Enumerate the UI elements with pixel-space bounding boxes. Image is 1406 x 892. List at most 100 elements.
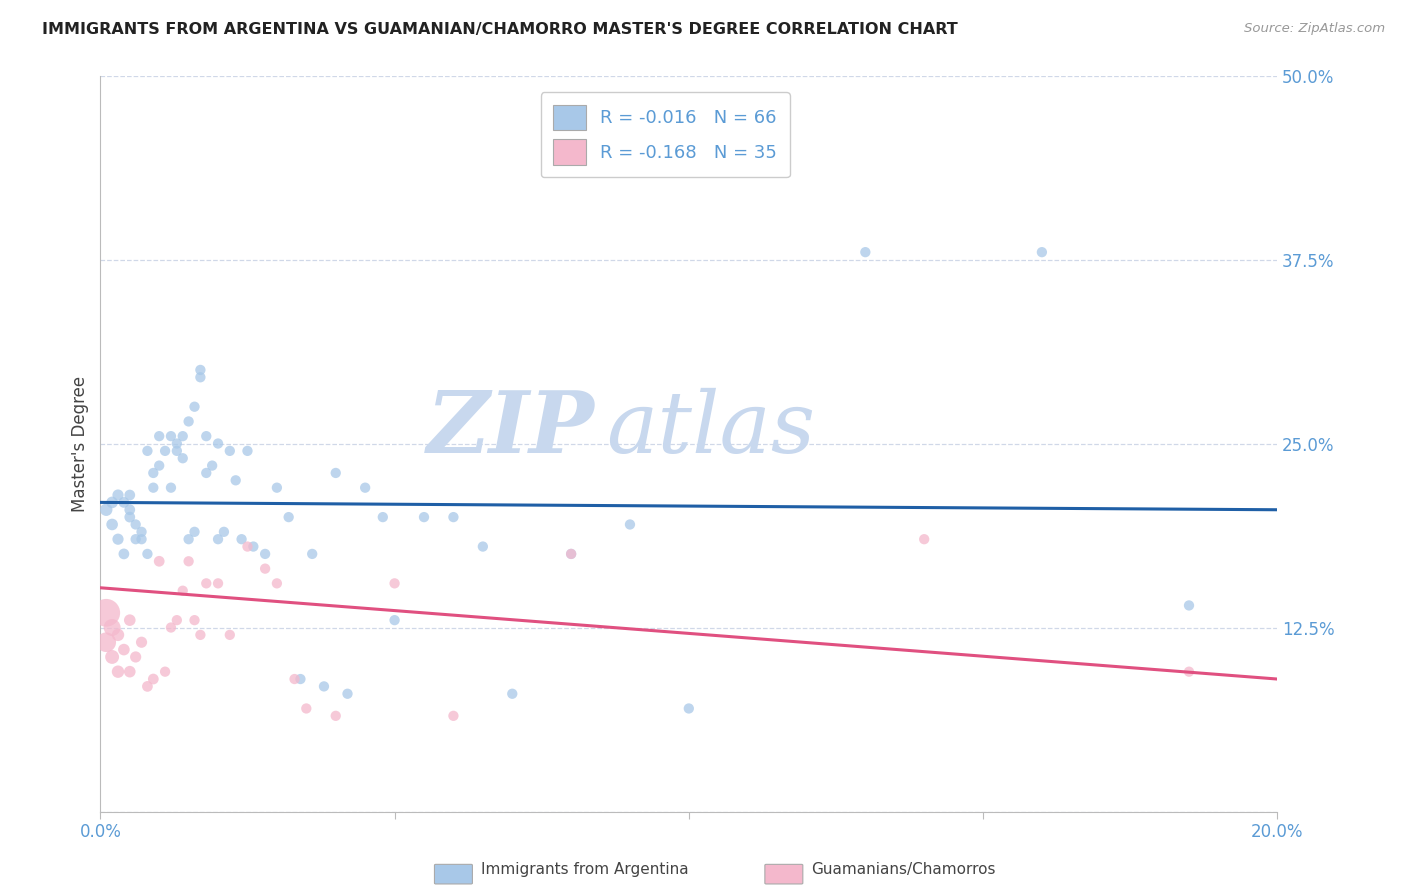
Point <box>225 473 247 487</box>
Point <box>124 517 146 532</box>
Point <box>737 98 759 112</box>
Point <box>1178 665 1201 679</box>
Point <box>183 400 205 414</box>
Point <box>236 443 259 458</box>
Point <box>236 540 259 554</box>
Point <box>1178 599 1201 613</box>
Point <box>254 547 277 561</box>
Point <box>325 709 347 723</box>
Legend: R = -0.016   N = 66, R = -0.168   N = 35: R = -0.016 N = 66, R = -0.168 N = 35 <box>541 92 790 178</box>
Point <box>172 451 194 466</box>
Point <box>118 488 141 502</box>
Point <box>96 502 118 516</box>
Text: Immigrants from Argentina: Immigrants from Argentina <box>481 863 689 877</box>
Point <box>166 613 188 627</box>
Point <box>107 628 129 642</box>
Point <box>183 524 205 539</box>
Point <box>166 443 188 458</box>
Point <box>290 672 312 686</box>
Point <box>136 443 159 458</box>
Point <box>560 547 582 561</box>
Point <box>231 532 253 546</box>
Point <box>1031 245 1053 260</box>
Point <box>101 649 124 664</box>
Point <box>501 687 523 701</box>
Point <box>212 524 235 539</box>
Point <box>131 532 153 546</box>
Point <box>96 635 118 649</box>
Point <box>413 510 436 524</box>
Point <box>266 576 288 591</box>
Point <box>384 613 406 627</box>
Point <box>195 576 218 591</box>
Point <box>560 547 582 561</box>
Point <box>325 466 347 480</box>
Point <box>112 495 135 509</box>
Point <box>254 561 277 575</box>
Point <box>441 510 464 524</box>
Point <box>142 466 165 480</box>
Point <box>312 680 335 694</box>
Point <box>131 524 153 539</box>
Point <box>190 370 212 384</box>
Point <box>112 642 135 657</box>
Text: IMMIGRANTS FROM ARGENTINA VS GUAMANIAN/CHAMORRO MASTER'S DEGREE CORRELATION CHAR: IMMIGRANTS FROM ARGENTINA VS GUAMANIAN/C… <box>42 22 957 37</box>
Point <box>107 488 129 502</box>
Point <box>118 613 141 627</box>
Point <box>148 458 170 473</box>
Point <box>96 606 118 620</box>
Point <box>153 665 176 679</box>
Point <box>283 672 305 686</box>
Point <box>160 481 183 495</box>
Point <box>295 701 318 715</box>
Point <box>124 532 146 546</box>
Point <box>195 429 218 443</box>
Point <box>266 481 288 495</box>
Point <box>354 481 377 495</box>
Point <box>160 429 183 443</box>
Point <box>912 532 935 546</box>
Point <box>471 540 494 554</box>
Point <box>136 680 159 694</box>
Point <box>118 665 141 679</box>
Point <box>101 620 124 634</box>
Point <box>207 532 229 546</box>
Point <box>131 635 153 649</box>
Point <box>207 576 229 591</box>
Point <box>441 709 464 723</box>
Point <box>195 466 218 480</box>
Point <box>142 672 165 686</box>
Point <box>107 665 129 679</box>
Point <box>177 554 200 568</box>
Point <box>678 701 700 715</box>
Point <box>172 429 194 443</box>
Point <box>172 583 194 598</box>
Point <box>142 481 165 495</box>
Point <box>136 547 159 561</box>
Point <box>277 510 299 524</box>
Point <box>371 510 394 524</box>
Point <box>107 532 129 546</box>
Point <box>118 502 141 516</box>
Point <box>336 687 359 701</box>
Text: ZIP: ZIP <box>427 387 595 471</box>
Text: atlas: atlas <box>606 387 815 470</box>
Point <box>101 495 124 509</box>
Point <box>112 547 135 561</box>
Point <box>177 532 200 546</box>
Point <box>201 458 224 473</box>
Y-axis label: Master's Degree: Master's Degree <box>72 376 89 512</box>
Point <box>853 245 876 260</box>
Point <box>207 436 229 450</box>
Point <box>148 554 170 568</box>
Point <box>177 414 200 428</box>
Point <box>384 576 406 591</box>
Text: Source: ZipAtlas.com: Source: ZipAtlas.com <box>1244 22 1385 36</box>
Point <box>160 620 183 634</box>
Point <box>101 517 124 532</box>
Point <box>218 443 240 458</box>
Point <box>166 436 188 450</box>
Point <box>118 510 141 524</box>
Point <box>242 540 264 554</box>
Point <box>148 429 170 443</box>
